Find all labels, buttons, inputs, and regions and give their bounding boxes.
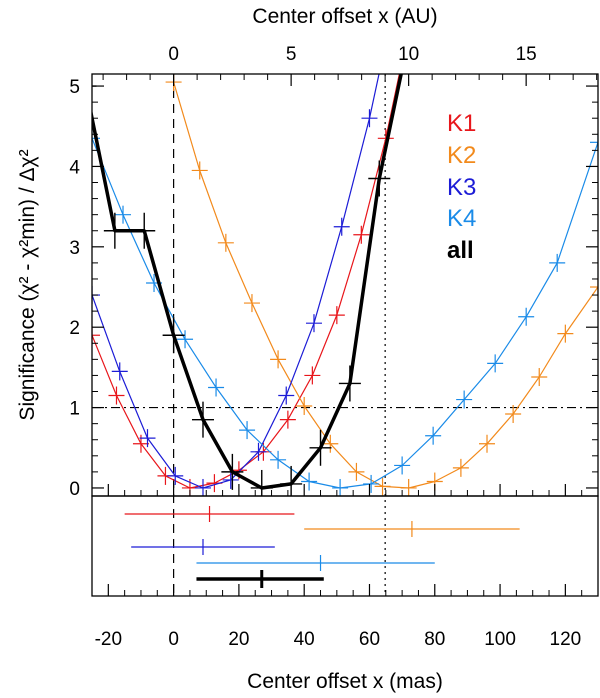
data-point-all <box>250 469 273 496</box>
legend: K1 K2 K3 K4 all <box>447 110 476 264</box>
y-tick-label: 3 <box>69 238 80 259</box>
data-point-k2 <box>348 462 365 481</box>
legend-entry-all: all <box>447 237 474 264</box>
data-point-k2 <box>270 350 287 369</box>
x-tick-label: 80 <box>424 629 445 650</box>
data-point-k3 <box>194 478 211 496</box>
range-k1 <box>124 506 295 522</box>
data-point-k4 <box>487 354 504 373</box>
data-point-k2 <box>296 396 313 415</box>
x2-tick-label: 15 <box>516 44 537 65</box>
data-point-k2 <box>531 368 548 387</box>
data-point-all <box>368 160 391 197</box>
data-point-k4 <box>394 456 411 475</box>
x-tick-label: -20 <box>95 629 122 650</box>
y-tick-label: 5 <box>69 77 80 98</box>
data-point-k1 <box>279 410 296 429</box>
data-point-k3 <box>278 386 295 405</box>
data-point-k3 <box>361 109 378 128</box>
legend-entry-k3: K3 <box>447 174 476 201</box>
range-k2 <box>304 521 520 537</box>
data-point-k1 <box>304 366 321 385</box>
data-point-all <box>221 453 244 490</box>
top-axis-title: Center offset x (AU) <box>252 5 437 28</box>
data-point-k1 <box>92 326 100 345</box>
data-point-k1 <box>132 434 149 453</box>
range-all <box>196 570 324 588</box>
data-point-all <box>309 429 332 466</box>
data-point-all <box>103 212 126 249</box>
x-tick-label: 100 <box>484 629 516 650</box>
x-tick-label: 0 <box>168 629 179 650</box>
data-point-k1 <box>108 386 125 405</box>
main-panel-frame <box>91 73 599 497</box>
series-curves <box>92 74 598 496</box>
x-tick-label: 60 <box>359 629 380 650</box>
y-tick-label: 1 <box>69 399 80 420</box>
data-point-k2 <box>557 324 574 343</box>
data-point-k2 <box>191 161 208 180</box>
data-point-k3 <box>333 217 350 236</box>
y-tick-label: 2 <box>69 318 80 339</box>
data-point-k2 <box>479 434 496 453</box>
legend-entry-k1: K1 <box>447 110 476 137</box>
data-point-all <box>191 401 214 438</box>
data-point-k4 <box>301 472 318 491</box>
data-point-k3 <box>305 314 322 333</box>
data-point-k3 <box>250 442 267 461</box>
data-point-k3 <box>222 470 239 489</box>
data-point-k2 <box>217 233 234 252</box>
data-point-k2 <box>243 294 260 313</box>
data-point-k2 <box>452 458 469 477</box>
data-point-all <box>162 317 185 354</box>
data-point-k4 <box>270 450 287 469</box>
best-fit-ranges <box>124 506 520 588</box>
x-tick-label: 120 <box>550 629 582 650</box>
x2-tick-label: 0 <box>168 44 179 65</box>
series-line-all <box>92 74 403 490</box>
data-point-k4 <box>208 378 225 397</box>
y-tick-label: 0 <box>69 479 80 500</box>
data-point-k2 <box>590 278 598 297</box>
axis-ticks: -20 0 20 40 60 80 100 120 0 5 10 15 0 1 2 3 4 5 <box>69 44 599 650</box>
data-point-k4 <box>177 330 194 349</box>
data-point-k1 <box>353 225 370 244</box>
lower-panel-frame <box>91 495 599 597</box>
x-tick-label: 20 <box>228 629 249 650</box>
data-point-k4 <box>518 307 535 326</box>
legend-entry-k4: K4 <box>447 205 476 232</box>
series-line-k1 <box>92 74 400 489</box>
data-point-k4 <box>332 478 349 496</box>
y-tick-label: 4 <box>69 157 80 178</box>
data-point-k4 <box>549 253 566 272</box>
data-point-k4 <box>590 133 598 152</box>
data-point-k2 <box>322 434 339 453</box>
data-point-k2 <box>400 478 417 496</box>
axes-frames <box>91 73 599 597</box>
data-point-k4 <box>425 426 442 445</box>
y-axis-title: Significance (χ² - χ²min) / Δχ² <box>16 149 39 420</box>
series-line-k3 <box>92 74 380 489</box>
data-point-all <box>338 365 361 402</box>
data-point-k4 <box>115 205 132 224</box>
data-point-k2 <box>505 405 522 424</box>
data-point-k3 <box>167 466 184 485</box>
data-point-all <box>133 212 156 249</box>
data-point-k2 <box>374 477 391 496</box>
data-point-k3 <box>139 429 156 448</box>
range-k3 <box>131 539 275 555</box>
range-k4 <box>196 555 435 571</box>
data-point-k3 <box>111 362 128 381</box>
x2-tick-label: 10 <box>398 44 419 65</box>
data-point-k1 <box>328 306 345 325</box>
x-tick-label: 40 <box>294 629 315 650</box>
data-point-k4 <box>239 421 256 440</box>
x2-tick-label: 5 <box>286 44 297 65</box>
data-point-k4 <box>363 474 380 493</box>
bottom-axis-title: Center offset x (mas) <box>247 670 443 693</box>
legend-entry-k2: K2 <box>447 142 476 169</box>
data-point-k4 <box>456 390 473 409</box>
